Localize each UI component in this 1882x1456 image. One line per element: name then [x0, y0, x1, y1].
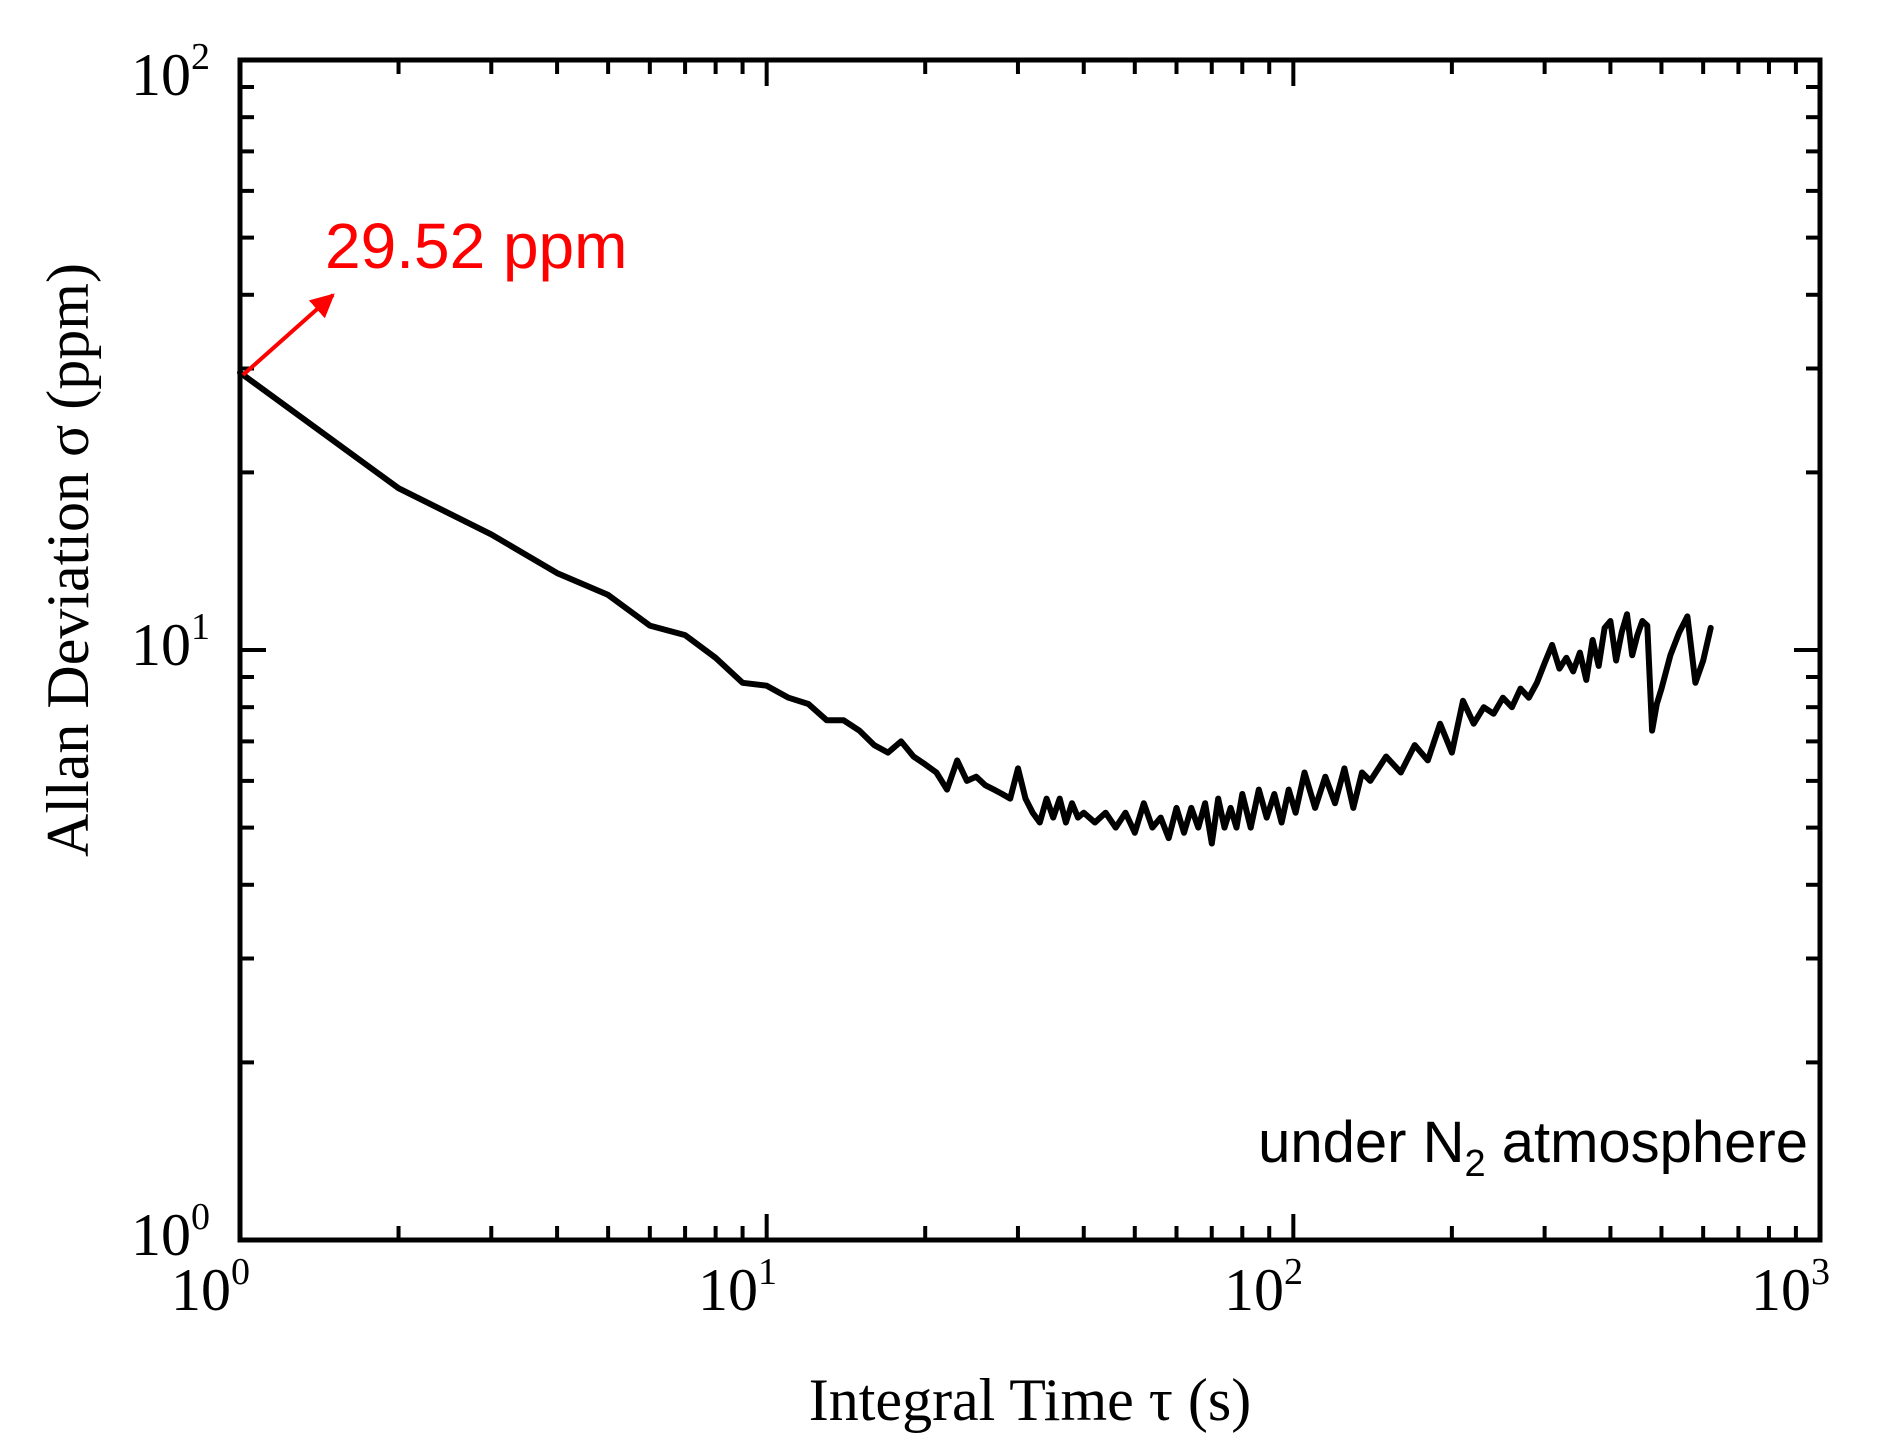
- x-tick-labels: 100 101 102 103: [171, 1251, 1830, 1323]
- y-tick-label: 100: [131, 1196, 210, 1268]
- x-tick-label: 101: [698, 1251, 777, 1323]
- annotation-arrow: [241, 293, 335, 377]
- annotation-peak-value: 29.52 ppm: [325, 210, 627, 282]
- y-tick-labels: 100 101 102: [131, 36, 210, 1268]
- x-tick-label: 100: [171, 1251, 250, 1323]
- series-line-allan-deviation: [237, 369, 1714, 847]
- plot-frame: [237, 57, 1823, 1243]
- y-tick-label: 102: [131, 36, 210, 108]
- y-axis-title: Allan Deviation σ (ppm): [35, 263, 101, 857]
- annotation-atmosphere: under N2 atmosphere: [1258, 1110, 1808, 1185]
- y-tick-label: 101: [131, 606, 210, 678]
- x-tick-label: 103: [1751, 1251, 1830, 1323]
- x-axis-title: Integral Time τ (s): [809, 1367, 1251, 1433]
- x-tick-label: 102: [1224, 1251, 1303, 1323]
